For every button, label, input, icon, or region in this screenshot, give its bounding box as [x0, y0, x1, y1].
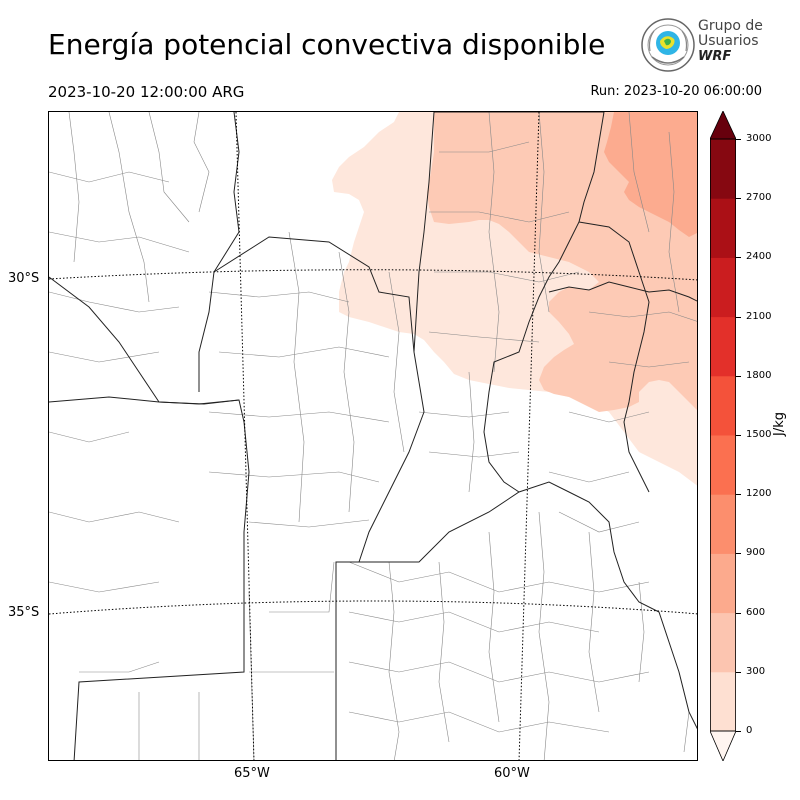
- graticule: [49, 112, 697, 760]
- colorbar-tick-label: 0: [746, 725, 753, 736]
- colorbar-tick-mark: [736, 139, 741, 140]
- valid-time-label: 2023-10-20 12:00:00 ARG: [48, 83, 245, 101]
- colorbar-band: [710, 257, 736, 318]
- colorbar-band: [710, 375, 736, 436]
- colorbar-band: [710, 435, 736, 495]
- logo-line-2: Usuarios: [698, 33, 759, 49]
- colorbar: [710, 111, 736, 761]
- colorbar-tick-label: 900: [746, 547, 766, 559]
- colorbar-outline: [710, 138, 736, 732]
- colorbar-tick-mark: [736, 375, 741, 377]
- colorbar-tick-mark: [736, 198, 741, 200]
- logo-line-3: WRF: [698, 49, 732, 64]
- lon-label-65w: 65°W: [234, 766, 270, 781]
- logo-seal-icon: [641, 18, 695, 72]
- province-boundaries: [49, 112, 697, 760]
- colorbar-band: [710, 316, 736, 377]
- cape-band-strong: [604, 112, 697, 237]
- lon-label-60w: 60°W: [494, 766, 530, 781]
- colorbar-extend-bottom: [710, 730, 736, 761]
- colorbar-band: [710, 671, 736, 732]
- colorbar-tick-label: 3000: [746, 133, 772, 144]
- wrf-group-logo: Grupo de Usuarios WRF: [640, 17, 763, 73]
- colorbar-tick-label: 1800: [746, 369, 772, 381]
- colorbar-tick-mark: [736, 257, 741, 259]
- colorbar-tick-mark: [736, 316, 741, 318]
- colorbar-tick-mark: [736, 494, 741, 496]
- colorbar-tick-mark: [736, 612, 741, 614]
- run-time-label: Run: 2023-10-20 06:00:00: [590, 84, 762, 99]
- colorbar-tick-label: 1200: [746, 488, 772, 500]
- colorbar-tick-label: 1500: [746, 429, 772, 440]
- colorbar-band: [710, 494, 736, 554]
- colorbar-band: [710, 139, 736, 199]
- cape-map: [48, 111, 698, 761]
- colorbar-band: [710, 198, 736, 258]
- colorbar-extend-top: [710, 111, 736, 140]
- map-canvas: [49, 112, 697, 760]
- colorbar-tick-mark: [736, 435, 741, 436]
- colorbar-tick-label: 2700: [746, 192, 772, 204]
- colorbar-label: J/kg: [772, 412, 787, 436]
- colorbar-tick-label: 600: [746, 606, 766, 618]
- colorbar-tick-label: 300: [746, 665, 766, 677]
- cape-field: [332, 112, 697, 486]
- colorbar-tick-mark: [736, 731, 741, 732]
- lat-label-30s: 30°S: [8, 271, 40, 286]
- colorbar-tick-mark: [736, 671, 741, 673]
- colorbar-tick-mark: [736, 553, 741, 555]
- colorbar-tick-label: 2100: [746, 310, 772, 322]
- colorbar-band: [710, 553, 736, 614]
- department-boundaries: [49, 112, 697, 760]
- colorbar-tick-label: 2400: [746, 251, 772, 263]
- lat-label-35s: 35°S: [8, 605, 40, 620]
- logo-line-1: Grupo de: [698, 18, 763, 34]
- colorbar-band: [710, 612, 736, 673]
- chart-title: Energía potencial convectiva disponible: [48, 28, 606, 61]
- logo-wordmark: Grupo de Usuarios WRF: [698, 18, 763, 65]
